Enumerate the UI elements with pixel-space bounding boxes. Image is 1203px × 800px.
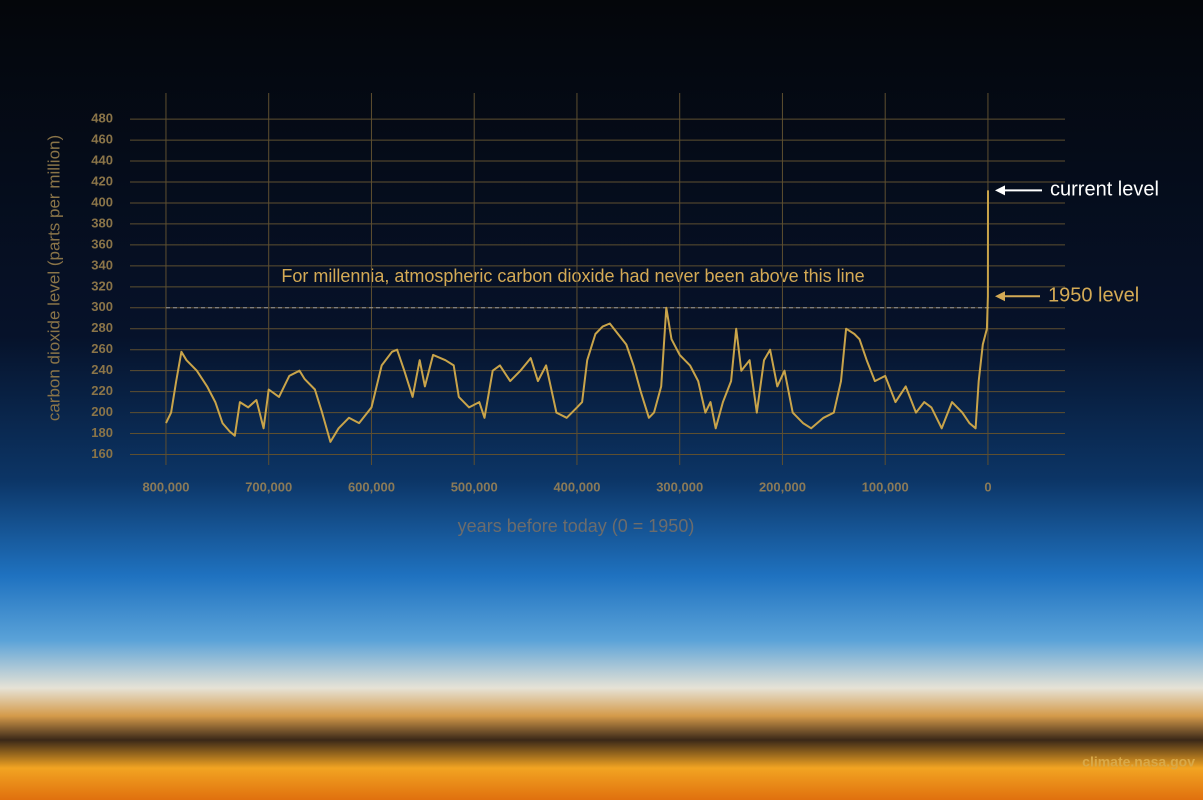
y-tick-label: 240: [91, 362, 113, 377]
level-1950-label: 1950 level: [1048, 285, 1139, 307]
annotation: For millennia, atmospheric carbon dioxid…: [281, 266, 864, 286]
y-tick-label: 360: [91, 236, 113, 251]
y-tick-label: 180: [91, 425, 113, 440]
y-tick-label: 440: [91, 152, 113, 167]
current-arrowhead: [995, 185, 1005, 196]
y-tick-label: 480: [91, 111, 113, 126]
y-tick-label: 160: [91, 446, 113, 461]
y-tick-label: 260: [91, 341, 113, 356]
x-tick-label: 300,000: [656, 479, 703, 494]
source: climate.nasa.gov: [1082, 754, 1195, 770]
x-tick-label: 700,000: [245, 479, 292, 494]
y-tick-label: 380: [91, 215, 113, 230]
x-tick-label: 0: [984, 479, 991, 494]
x-tick-label: 400,000: [553, 479, 600, 494]
y-tick-label: 460: [91, 132, 113, 147]
y-tick-label: 200: [91, 404, 113, 419]
y-tick-label: 400: [91, 194, 113, 209]
x-tick-label: 100,000: [862, 479, 909, 494]
y-tick-label: 420: [91, 173, 113, 188]
x-tick-label: 800,000: [142, 479, 189, 494]
y-tick-label: 220: [91, 383, 113, 398]
x-tick-label: 500,000: [451, 479, 498, 494]
y-tick-label: 300: [91, 299, 113, 314]
current-label: current level: [1050, 179, 1159, 201]
y-tick-label: 280: [91, 320, 113, 335]
x-tick-label: 200,000: [759, 479, 806, 494]
x-axis-label: years before today (0 = 1950): [458, 516, 695, 536]
co2-line: [165, 190, 989, 443]
y-tick-label: 320: [91, 278, 113, 293]
x-tick-label: 600,000: [348, 479, 395, 494]
y-tick-label: 340: [91, 257, 113, 272]
level-1950-arrowhead: [995, 291, 1005, 302]
y-axis-label: carbon dioxide level (parts per million): [44, 135, 63, 421]
